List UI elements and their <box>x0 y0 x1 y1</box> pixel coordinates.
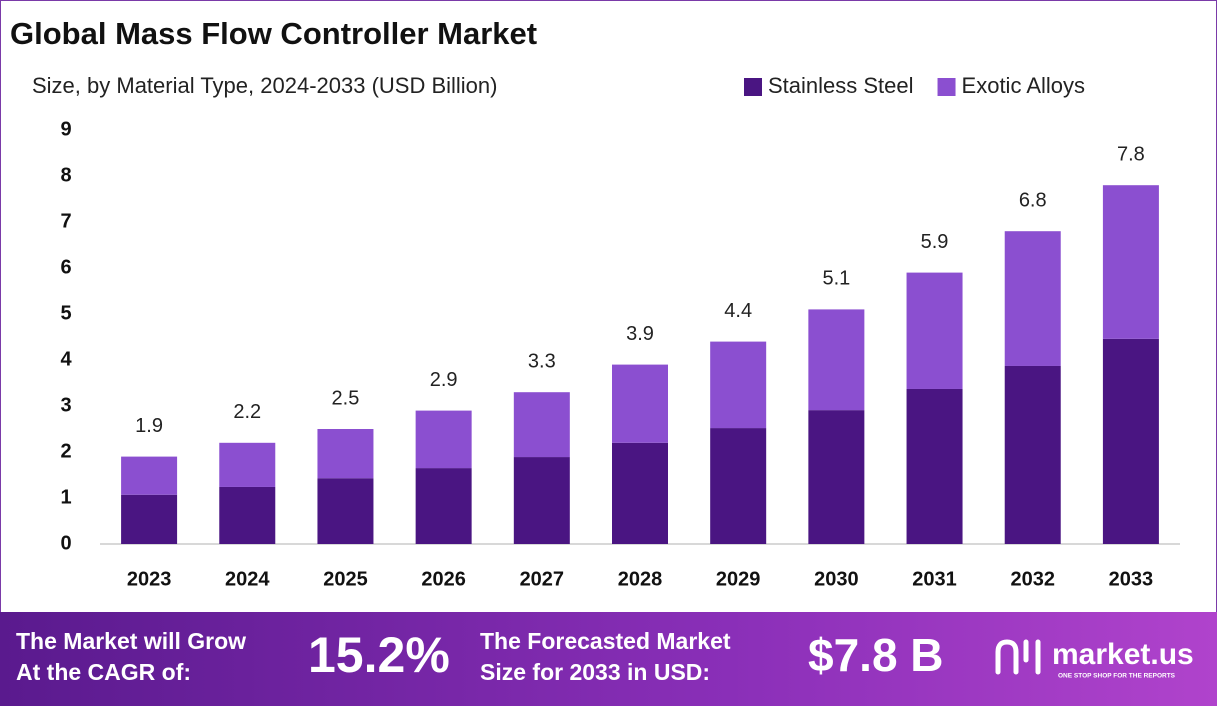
y-tick-label: 6 <box>60 256 71 278</box>
total-label: 2.9 <box>430 369 458 391</box>
total-label: 2.2 <box>233 401 261 423</box>
bar-segment <box>121 494 178 544</box>
total-label: 5.9 <box>921 231 949 253</box>
x-tick-label: 2028 <box>618 568 663 590</box>
bar-segment <box>808 410 865 544</box>
bar-segment <box>317 429 374 479</box>
y-tick-label: 8 <box>60 164 71 186</box>
bar-segment <box>513 392 570 458</box>
legend-swatch <box>937 78 956 96</box>
bar-segment <box>317 478 374 544</box>
legend-swatch <box>744 78 762 96</box>
legend-label: Exotic Alloys <box>962 73 1086 98</box>
bar-segment <box>513 457 570 544</box>
y-tick-label: 1 <box>60 486 71 508</box>
total-label: 7.8 <box>1117 143 1145 165</box>
bar-segment <box>1102 338 1159 544</box>
bar-segment <box>415 468 472 544</box>
brand-logo <box>995 639 1041 675</box>
y-tick-label: 4 <box>60 348 72 370</box>
bar-segment <box>906 388 963 544</box>
x-tick-label: 2031 <box>912 568 957 590</box>
bar-segment <box>710 428 767 544</box>
x-tick-label: 2029 <box>716 568 761 590</box>
total-label: 1.9 <box>135 415 163 437</box>
x-tick-label: 2032 <box>1010 568 1055 590</box>
x-tick-label: 2033 <box>1109 568 1154 590</box>
bar-segment <box>612 364 668 443</box>
legend-label: Stainless Steel <box>768 73 914 98</box>
footer-text: At the CAGR of: <box>16 659 191 685</box>
x-tick-label: 2026 <box>421 568 466 590</box>
y-tick-label: 2 <box>60 440 71 462</box>
size-value: $7.8 B <box>808 629 944 681</box>
total-label: 6.8 <box>1019 189 1047 211</box>
y-tick-label: 7 <box>60 210 71 232</box>
x-tick-label: 2024 <box>225 568 270 590</box>
y-tick-label: 0 <box>60 532 71 554</box>
y-tick-label: 3 <box>60 394 71 416</box>
total-label: 2.5 <box>332 387 360 409</box>
bar-segment <box>1004 231 1061 366</box>
bar-segment <box>1102 185 1159 339</box>
footer-text: The Market will Grow <box>16 628 246 654</box>
bar-segment <box>906 272 963 389</box>
total-label: 3.9 <box>626 323 654 345</box>
x-tick-label: 2023 <box>127 568 172 590</box>
bar-segment <box>219 442 276 487</box>
chart-title: Global Mass Flow Controller Market <box>10 16 537 51</box>
footer-text: Size for 2033 in USD: <box>480 659 710 685</box>
x-tick-label: 2025 <box>323 568 368 590</box>
x-tick-label: 2030 <box>814 568 859 590</box>
y-tick-label: 5 <box>60 302 71 324</box>
footer-text: The Forecasted Market <box>480 628 731 654</box>
bar-segment <box>710 341 767 429</box>
bar-segment <box>808 309 865 411</box>
total-label: 4.4 <box>724 300 752 322</box>
brand-name: market.us <box>1052 638 1194 671</box>
bar-segment <box>612 442 668 544</box>
bar-segment <box>219 486 276 544</box>
y-tick-label: 9 <box>60 118 71 140</box>
total-label: 5.1 <box>822 268 850 290</box>
cagr-value: 15.2% <box>308 627 450 683</box>
brand-tagline: ONE STOP SHOP FOR THE REPORTS <box>1058 673 1176 680</box>
bar-segment <box>415 410 472 469</box>
x-tick-label: 2027 <box>520 568 565 590</box>
bar-segment <box>121 456 178 495</box>
total-label: 3.3 <box>528 350 556 372</box>
chart-subtitle: Size, by Material Type, 2024-2033 (USD B… <box>32 73 497 98</box>
bar-segment <box>1004 365 1061 544</box>
